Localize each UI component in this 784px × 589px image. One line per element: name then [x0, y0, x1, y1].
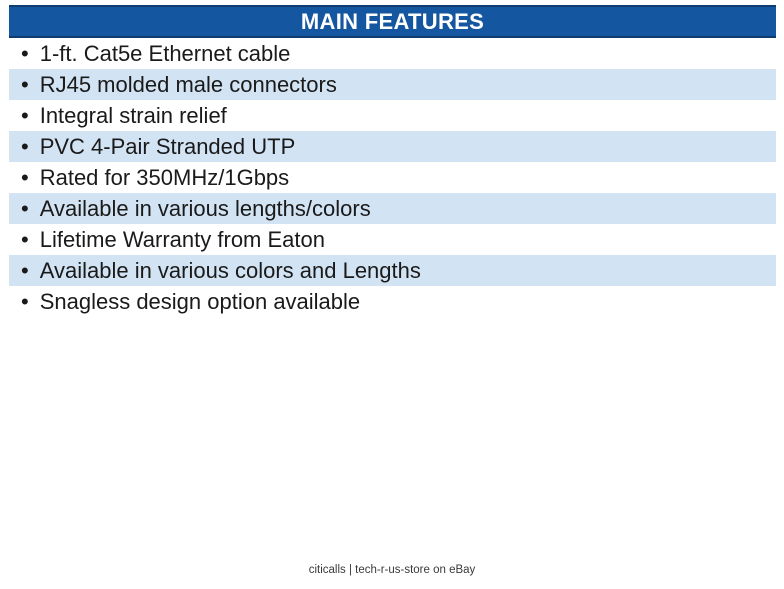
bullet-icon: •: [21, 226, 29, 252]
feature-row: • Available in various lengths/colors: [9, 193, 776, 224]
feature-text: PVC 4-Pair Stranded UTP: [39, 133, 296, 159]
feature-text: 1-ft. Cat5e Ethernet cable: [39, 40, 291, 66]
feature-text: Integral strain relief: [39, 102, 227, 128]
main-features-header: MAIN FEATURES: [9, 5, 776, 38]
bullet-icon: •: [21, 257, 29, 283]
feature-row: • RJ45 molded male connectors: [9, 69, 776, 100]
feature-text: Rated for 350MHz/1Gbps: [39, 164, 290, 190]
bullet-icon: •: [21, 40, 29, 66]
bullet-icon: •: [21, 288, 29, 314]
feature-text: Snagless design option available: [39, 288, 361, 314]
feature-text: RJ45 molded male connectors: [39, 71, 337, 97]
feature-text: Lifetime Warranty from Eaton: [39, 226, 325, 252]
bullet-icon: •: [21, 133, 29, 159]
bullet-icon: •: [21, 164, 29, 190]
bullet-icon: •: [21, 102, 29, 128]
bullet-icon: •: [21, 71, 29, 97]
feature-row: • PVC 4-Pair Stranded UTP: [9, 131, 776, 162]
feature-text: Available in various colors and Lengths: [39, 257, 421, 283]
features-list: • 1-ft. Cat5e Ethernet cable • RJ45 mold…: [9, 38, 776, 317]
store-caption: citicalls | tech-r-us-store on eBay: [308, 564, 476, 576]
feature-row: • 1-ft. Cat5e Ethernet cable: [9, 38, 776, 69]
feature-text: Available in various lengths/colors: [39, 195, 371, 221]
feature-row: • Available in various colors and Length…: [9, 255, 776, 286]
bullet-icon: •: [21, 195, 29, 221]
feature-row: • Integral strain relief: [9, 100, 776, 131]
feature-row: • Rated for 350MHz/1Gbps: [9, 162, 776, 193]
feature-row: • Snagless design option available: [9, 286, 776, 317]
features-panel: MAIN FEATURES • 1-ft. Cat5e Ethernet cab…: [9, 5, 776, 317]
feature-row: • Lifetime Warranty from Eaton: [9, 224, 776, 255]
